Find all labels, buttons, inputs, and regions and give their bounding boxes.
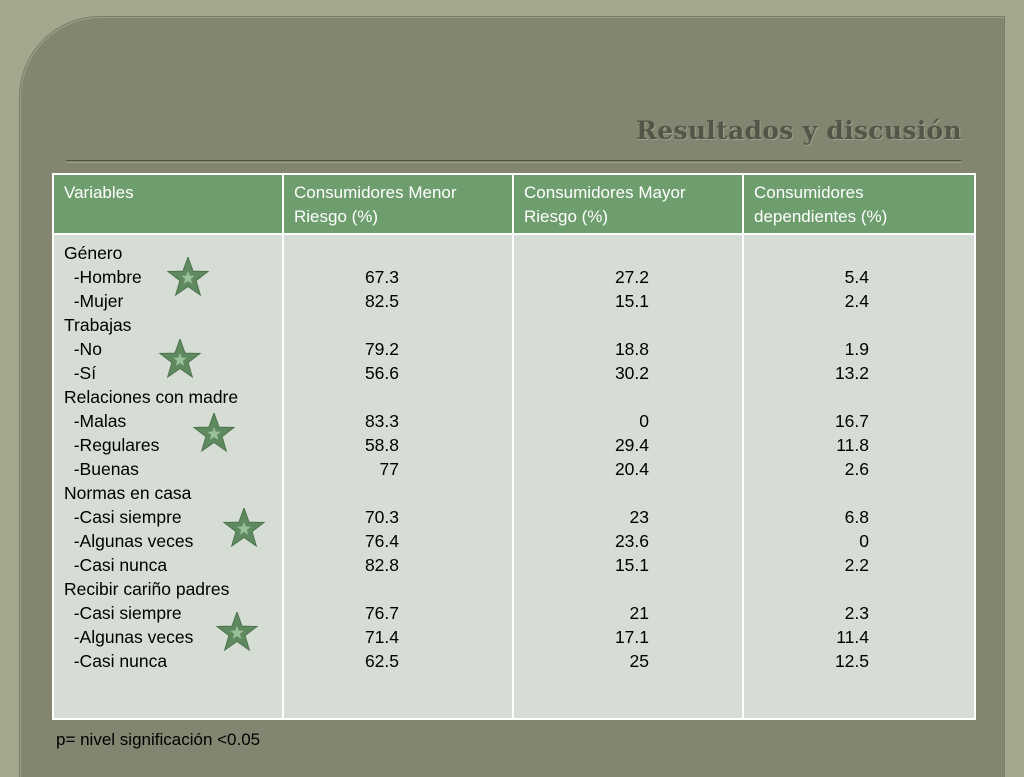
dependientes-value: 0 — [859, 531, 869, 551]
header-variables-label: Variables — [64, 183, 134, 202]
dependientes-value: 13.2 — [834, 363, 869, 383]
header-menor-riesgo-label: Consumidores Menor Riesgo (%) — [294, 183, 457, 226]
mayor-riesgo-value: 15.1 — [614, 291, 649, 311]
mayor-riesgo-value: 17.1 — [614, 627, 649, 647]
menor-riesgo-value — [359, 577, 399, 601]
header-variables: Variables — [52, 173, 284, 235]
menor-riesgo-value: 58.8 — [364, 435, 399, 455]
dependientes-value: 2.2 — [844, 555, 869, 575]
dependientes-value: 11.8 — [836, 435, 869, 455]
dependientes-value — [829, 313, 869, 337]
header-dependientes-label: Consumidores dependientes (%) — [754, 183, 888, 226]
menor-riesgo-value: 83.3 — [364, 411, 399, 431]
variable-label: -Buenas — [64, 459, 139, 479]
variable-label: Género — [64, 243, 123, 263]
star-icon — [222, 508, 266, 548]
variable-label: -Casi nunca — [64, 555, 168, 575]
dependientes-value — [829, 577, 869, 601]
footnote: p= nivel significación <0.05 — [56, 730, 261, 749]
variable-label: -Algunas veces — [64, 531, 194, 551]
mayor-riesgo-value: 15.1 — [614, 555, 649, 575]
mayor-riesgo-value — [609, 481, 649, 505]
dependientes-value — [829, 385, 869, 409]
mayor-riesgo-value — [609, 385, 649, 409]
mayor-riesgo-value: 29.4 — [614, 435, 649, 455]
table-header-row: Variables Consumidores Menor Riesgo (%) … — [52, 173, 976, 235]
mayor-riesgo-value — [609, 313, 649, 337]
slide-title: Resultados y discusión — [636, 116, 962, 145]
menor-riesgo-value: 82.8 — [364, 555, 399, 575]
variable-label: -Algunas veces — [64, 627, 194, 647]
header-dependientes: Consumidores dependientes (%) — [742, 173, 976, 235]
mayor-riesgo-value: 18.8 — [614, 339, 649, 359]
menor-riesgo-value: 67.3 — [364, 267, 399, 287]
mayor-riesgo-value — [609, 577, 649, 601]
mayor-riesgo-value: 23.6 — [614, 531, 649, 551]
dependientes-value: 6.8 — [844, 507, 869, 527]
dependientes-value: 12.5 — [834, 651, 869, 671]
dependientes-value: 2.3 — [844, 603, 869, 623]
header-mayor-riesgo: Consumidores Mayor Riesgo (%) — [512, 173, 744, 235]
results-table: Variables Consumidores Menor Riesgo (%) … — [52, 173, 976, 720]
variable-label: -Casi siempre — [64, 507, 182, 527]
menor-riesgo-value: 76.7 — [364, 603, 399, 623]
menor-riesgo-value: 82.5 — [364, 291, 399, 311]
menor-riesgo-value: 71.4 — [364, 627, 399, 647]
variable-label: Trabajas — [64, 315, 132, 335]
variable-label: -No — [64, 339, 102, 359]
variable-label: -Mujer — [64, 291, 124, 311]
table-body-row: Género -Hombre -Mujer Trabajas -No -Sí Rel… — [52, 233, 976, 720]
menor-riesgo-value — [359, 481, 399, 505]
dependientes-value: 16.7 — [834, 411, 869, 431]
mayor-riesgo-values: 27.2 15.1 18.8 30.2 0 29.4 20.4 23 23.6 15.1 21 17.… — [609, 265, 649, 673]
menor-riesgo-value — [359, 313, 399, 337]
mayor-riesgo-value: 27.2 — [614, 267, 649, 287]
title-divider — [66, 160, 961, 161]
menor-riesgo-value: 76.4 — [364, 531, 399, 551]
mayor-riesgo-value: 23 — [629, 507, 649, 527]
menor-riesgo-value: 62.5 — [364, 651, 399, 671]
mayor-riesgo-value: 30.2 — [614, 363, 649, 383]
title-divider-highlight — [66, 162, 961, 163]
header-menor-riesgo: Consumidores Menor Riesgo (%) — [282, 173, 514, 235]
mayor-riesgo-cell: 27.2 15.1 18.8 30.2 0 29.4 20.4 23 23.6 15.1 21 17.… — [512, 233, 744, 720]
dependientes-value: 5.4 — [844, 267, 869, 287]
menor-riesgo-value: 79.2 — [364, 339, 399, 359]
dependientes-value: 1.9 — [844, 339, 869, 359]
dependientes-value: 11.4 — [836, 627, 869, 647]
dependientes-value: 2.4 — [844, 291, 869, 311]
dependientes-value — [829, 481, 869, 505]
menor-riesgo-value: 56.6 — [364, 363, 399, 383]
dependientes-value: 2.6 — [844, 459, 869, 479]
variable-label: -Regulares — [64, 435, 160, 455]
mayor-riesgo-value: 20.4 — [614, 459, 649, 479]
menor-riesgo-value — [359, 385, 399, 409]
variable-label: -Casi siempre — [64, 603, 182, 623]
variable-label: -Casi nunca — [64, 651, 168, 671]
star-icon — [215, 612, 259, 652]
variable-label: Relaciones con madre — [64, 387, 239, 407]
variable-label: -Sí — [64, 363, 97, 383]
dependientes-cell: 5.4 2.4 1.9 13.2 16.7 11.8 2.6 6.8 0 2.2 2.3 11.4 12… — [742, 233, 976, 720]
variable-label: -Hombre — [64, 267, 142, 287]
header-mayor-riesgo-label: Consumidores Mayor Riesgo (%) — [524, 183, 686, 226]
mayor-riesgo-value: 21 — [629, 603, 649, 623]
mayor-riesgo-value: 25 — [629, 651, 649, 671]
menor-riesgo-value: 77 — [379, 459, 399, 479]
menor-riesgo-value: 70.3 — [364, 507, 399, 527]
mayor-riesgo-value: 0 — [639, 411, 649, 431]
dependientes-values: 5.4 2.4 1.9 13.2 16.7 11.8 2.6 6.8 0 2.2 2.3 11.4 12… — [829, 265, 869, 673]
star-icon — [192, 413, 236, 453]
variable-label: Recibir cariño padres — [64, 579, 230, 599]
menor-riesgo-values: 67.3 82.5 79.2 56.6 83.3 58.8 77 70.3 76.4 82.8 76… — [359, 265, 399, 673]
star-icon — [158, 339, 202, 379]
star-icon — [166, 257, 210, 297]
menor-riesgo-cell: 67.3 82.5 79.2 56.6 83.3 58.8 77 70.3 76.4 82.8 76… — [282, 233, 514, 720]
variable-label: -Malas — [64, 411, 127, 431]
variable-label: Normas en casa — [64, 483, 192, 503]
